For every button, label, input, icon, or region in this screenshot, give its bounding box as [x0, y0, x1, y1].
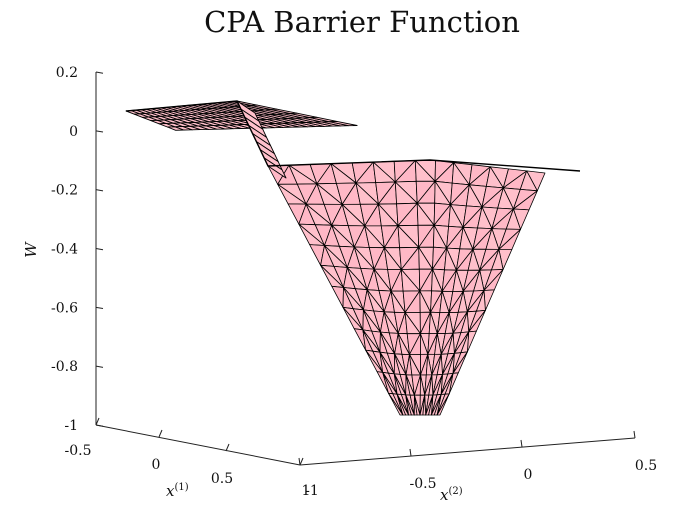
- z-tick-mark: [95, 71, 104, 74]
- z-ticks: 0.2 0 -0.2 -0.4 -0.6 -0.8 -1: [51, 65, 104, 434]
- z-tick-label: -0.2: [51, 183, 78, 199]
- y-tick-mark: [298, 457, 301, 466]
- y-tick-label: -0.5: [410, 476, 437, 492]
- z-tick-label: 0.2: [56, 65, 78, 81]
- y-ticks: -1 -0.5 0 0.5: [298, 430, 657, 499]
- z-tick-mark: [95, 248, 104, 251]
- x-tick-mark: [95, 417, 100, 426]
- surface-face: [428, 394, 434, 416]
- z-tick-mark: [95, 424, 104, 427]
- x-tick-label: 0: [152, 457, 161, 473]
- surface-plot: [125, 100, 581, 416]
- z-tick-label: -0.4: [51, 242, 78, 258]
- z-tick-label: -0.8: [51, 359, 78, 375]
- x-tick-label: 1: [302, 483, 311, 499]
- z-tick-mark: [95, 189, 104, 192]
- y-tick-label: -1: [305, 483, 319, 499]
- x-axis-line: [95, 424, 301, 466]
- z-tick-mark: [95, 306, 104, 310]
- z-tick-label: -1: [64, 418, 78, 434]
- z-tick-mark: [95, 130, 104, 133]
- chart-title: CPA Barrier Function: [204, 5, 520, 39]
- z-tick-label: 0: [69, 124, 78, 140]
- surface-face: [405, 394, 415, 416]
- surface-face: [433, 394, 442, 416]
- surface-rim: [125, 100, 581, 172]
- y-tick-label: 0: [524, 467, 533, 483]
- x-tick-mark: [158, 429, 163, 438]
- y-axis-label: x(2): [440, 486, 463, 504]
- surface-face: [331, 285, 344, 308]
- surface-face: [388, 392, 404, 416]
- y-tick-mark: [633, 430, 636, 439]
- z-tick-label: -0.6: [51, 300, 78, 316]
- x-tick-label: 0.5: [211, 471, 233, 487]
- surface-face: [413, 394, 421, 416]
- x-tick-mark: [299, 457, 304, 466]
- surface-face: [396, 393, 410, 416]
- surface-face: [328, 120, 358, 127]
- surface-face: [436, 393, 450, 416]
- y-axis-line: [299, 437, 636, 466]
- x-tick-mark: [225, 443, 230, 452]
- y-tick-label: 0.5: [635, 458, 657, 474]
- z-axis-label: W: [22, 241, 40, 258]
- x-ticks: -0.5 0 0.5 1: [65, 417, 311, 499]
- x-axis-label: x(1): [166, 482, 189, 500]
- z-tick-mark: [95, 365, 104, 368]
- y-tick-mark: [520, 439, 523, 448]
- surface-face: [422, 394, 427, 416]
- x-tick-label: -0.5: [65, 443, 92, 459]
- y-tick-mark: [409, 448, 412, 457]
